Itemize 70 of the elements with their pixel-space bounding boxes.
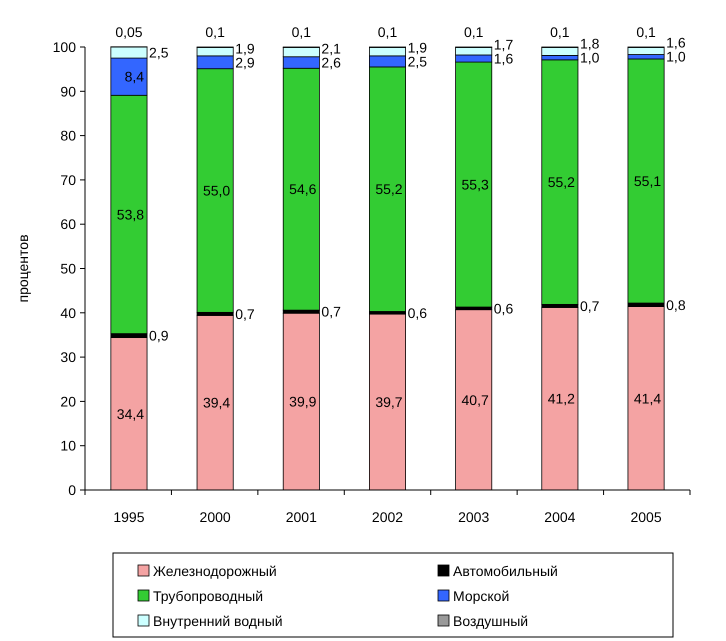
legend-label: Воздушный xyxy=(453,613,528,629)
data-label: 53,8 xyxy=(116,206,144,222)
y-tick-label: 0 xyxy=(68,482,76,498)
bar xyxy=(628,58,665,304)
legend-label: Железнодорожный xyxy=(153,563,277,579)
data-label: 39,9 xyxy=(289,394,317,410)
data-label: 1,9 xyxy=(408,39,428,56)
data-label: 1,0 xyxy=(580,50,600,66)
data-label: 2,5 xyxy=(408,53,428,70)
data-label: 41,2 xyxy=(548,390,576,407)
data-label: 8,4 xyxy=(124,68,144,85)
data-label: 0,6 xyxy=(408,304,428,321)
data-label: 55,0 xyxy=(202,182,230,199)
bar xyxy=(541,47,578,56)
legend-label: Морской xyxy=(453,588,510,604)
x-tick-label: 2003 xyxy=(458,509,490,525)
y-tick-label: 90 xyxy=(60,83,76,100)
x-tick-label: 2005 xyxy=(630,509,662,525)
data-label: 0,7 xyxy=(580,298,600,314)
data-label: 1,9 xyxy=(235,40,255,56)
data-label: 0,1 xyxy=(292,24,312,40)
data-label: 2,1 xyxy=(321,40,342,57)
x-tick-label: 2001 xyxy=(286,509,318,525)
data-label: 41,4 xyxy=(634,390,662,406)
data-label: 0,1 xyxy=(205,24,226,40)
data-label: 0,1 xyxy=(636,24,656,40)
data-label: 0,1 xyxy=(464,24,484,40)
x-tick-label: 1995 xyxy=(113,509,145,525)
data-label: 1,0 xyxy=(666,48,686,65)
data-label: 2,6 xyxy=(321,54,342,71)
data-label: 0,7 xyxy=(321,304,342,320)
legend-label: Трубопроводный xyxy=(153,588,264,604)
data-label: 55,1 xyxy=(634,173,662,190)
data-label: 2,9 xyxy=(235,54,255,70)
data-label: 2,5 xyxy=(149,44,169,61)
y-tick-label: 20 xyxy=(60,393,76,410)
data-label: 40,7 xyxy=(462,392,489,408)
data-label: 1,6 xyxy=(494,50,514,67)
x-tick-label: 2000 xyxy=(200,509,231,525)
data-label: 0,9 xyxy=(149,328,169,344)
y-tick-label: 100 xyxy=(52,39,76,55)
y-tick-label: 50 xyxy=(60,260,76,276)
y-tick-label: 10 xyxy=(60,438,76,454)
data-label: 39,4 xyxy=(202,394,230,411)
data-label: 34,4 xyxy=(116,406,144,422)
bar xyxy=(541,59,578,305)
data-label: 0,8 xyxy=(666,296,686,313)
x-tick-label: 2004 xyxy=(544,509,576,525)
y-axis-title: процентов xyxy=(15,234,31,303)
y-tick-label: 30 xyxy=(60,349,76,366)
data-label: 1,7 xyxy=(494,36,514,53)
data-label: 0,6 xyxy=(494,300,514,316)
y-tick-label: 60 xyxy=(60,216,76,232)
data-label: 39,7 xyxy=(375,394,403,410)
data-label: 1,6 xyxy=(666,34,686,51)
data-label: 55,2 xyxy=(375,181,403,198)
legend-label: Автомобильный xyxy=(453,563,558,579)
y-tick-label: 80 xyxy=(60,128,76,144)
data-label: 1,8 xyxy=(580,36,600,52)
data-label: 55,2 xyxy=(548,174,576,190)
data-label: 54,6 xyxy=(289,181,317,198)
data-label: 0,7 xyxy=(235,306,255,322)
x-tick-label: 2002 xyxy=(372,509,404,525)
data-label: 55,3 xyxy=(462,176,489,193)
data-label: 0,1 xyxy=(378,24,398,40)
y-tick-label: 40 xyxy=(60,304,76,321)
data-label: 0,05 xyxy=(115,24,143,40)
data-label: 0,1 xyxy=(550,24,570,40)
y-tick-label: 70 xyxy=(60,172,76,188)
legend-label: Внутренний водный xyxy=(153,613,283,629)
